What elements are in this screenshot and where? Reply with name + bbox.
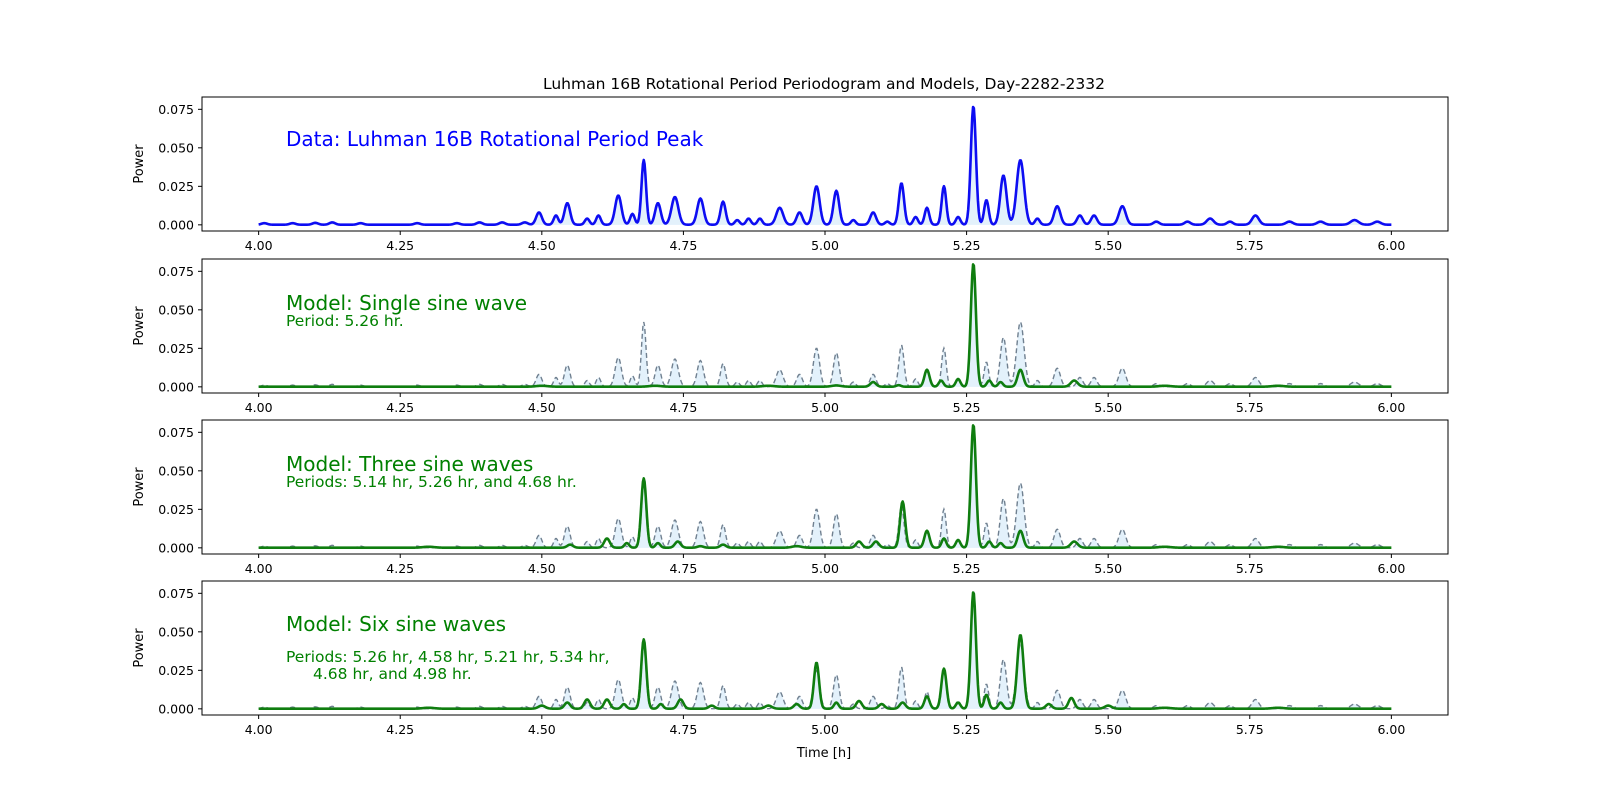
x-tick-label: 5.50 [1094,400,1122,415]
subplot-1: 4.00 4.25 4.50 4.75 5.00 5.25 5.50 5.75 6.00 0.00… [132,96,1449,253]
x-tick-label: 5.75 [1236,722,1264,737]
subplot-3: 4.00 4.25 4.50 4.75 5.00 5.25 5.50 5.75 6.00 0.00… [132,419,1449,576]
y-tick-label: 0.025 [158,502,194,517]
x-tick-label: 6.00 [1377,722,1405,737]
y-tick-label: 0.000 [158,379,194,394]
x-tick-label: 4.75 [669,722,697,737]
x-tick-label: 4.00 [245,722,273,737]
x-tick-label: 5.50 [1094,238,1122,253]
y-tick-label: 0.075 [158,102,194,117]
panel-annotation: Model: Six sine waves [286,612,506,636]
y-tick-label: 0.025 [158,663,194,678]
x-tick-label: 5.25 [953,561,981,576]
y-tick-label: 0.050 [158,624,194,639]
x-tick-label: 5.50 [1094,561,1122,576]
x-tick-label: 5.00 [811,722,839,737]
y-axis-label: Power [132,306,147,346]
x-tick-label: 5.25 [953,722,981,737]
x-tick-label: 4.50 [528,238,556,253]
y-tick-label: 0.025 [158,179,194,194]
panel-annotation: Periods: 5.26 hr, 4.58 hr, 5.21 hr, 5.34… [286,648,610,666]
y-tick-label: 0.075 [158,586,194,601]
x-tick-label: 5.75 [1236,400,1264,415]
panel-annotation: Model: Single sine wave [286,291,527,315]
x-tick-label: 5.75 [1236,561,1264,576]
x-tick-label: 4.00 [245,238,273,253]
x-tick-label: 4.25 [386,561,414,576]
x-tick-label: 4.75 [669,400,697,415]
x-tick-label: 5.25 [953,400,981,415]
panel-annotation: 4.68 hr, and 4.98 hr. [313,665,472,683]
y-tick-label: 0.025 [158,341,194,356]
series-line-model [258,263,1392,388]
y-tick-label: 0.000 [158,540,194,555]
y-tick-label: 0.050 [158,302,194,317]
y-tick-label: 0.075 [158,264,194,279]
x-tick-label: 6.00 [1377,238,1405,253]
x-tick-label: 6.00 [1377,400,1405,415]
x-tick-label: 4.25 [386,722,414,737]
panel-annotation: Period: 5.26 hr. [286,312,404,330]
subplot-2: 4.00 4.25 4.50 4.75 5.00 5.25 5.50 5.75 6.00 0.00… [132,258,1449,415]
x-tick-label: 6.00 [1377,561,1405,576]
y-tick-label: 0.000 [158,701,194,716]
y-tick-label: 0.050 [158,140,194,155]
x-tick-label: 4.25 [386,238,414,253]
y-axis-label: Power [132,144,147,184]
y-axis-label: Power [132,467,147,507]
x-tick-label: 5.00 [811,561,839,576]
x-tick-label: 4.00 [245,561,273,576]
series-line-model [258,591,1392,710]
x-tick-label: 4.25 [386,400,414,415]
x-tick-label: 4.50 [528,561,556,576]
panel-annotation: Model: Three sine waves [286,452,533,476]
x-axis-label: Time [h] [796,746,851,761]
subplot-panels: 4.00 4.25 4.50 4.75 5.00 5.25 5.50 5.75 6.00 0.00… [132,96,1449,737]
subplot-4: 4.00 4.25 4.50 4.75 5.00 5.25 5.50 5.75 6.00 0.00… [132,580,1449,737]
y-tick-label: 0.075 [158,425,194,440]
x-tick-label: 4.75 [669,561,697,576]
y-tick-label: 0.000 [158,217,194,232]
x-tick-label: 5.75 [1236,238,1264,253]
y-tick-label: 0.050 [158,463,194,478]
figure-title: Luhman 16B Rotational Period Periodogram… [543,75,1105,93]
y-axis-label: Power [132,628,147,668]
x-tick-label: 5.00 [811,400,839,415]
panel-annotation: Data: Luhman 16B Rotational Period Peak [286,127,704,151]
x-tick-label: 4.75 [669,238,697,253]
series-line-data [258,105,1392,226]
x-tick-label: 4.50 [528,722,556,737]
x-tick-label: 5.50 [1094,722,1122,737]
x-tick-label: 5.25 [953,238,981,253]
panel-annotation: Periods: 5.14 hr, 5.26 hr, and 4.68 hr. [286,473,577,491]
x-tick-label: 4.00 [245,400,273,415]
series-line-model [258,424,1392,549]
x-tick-label: 4.50 [528,400,556,415]
x-tick-label: 5.00 [811,238,839,253]
